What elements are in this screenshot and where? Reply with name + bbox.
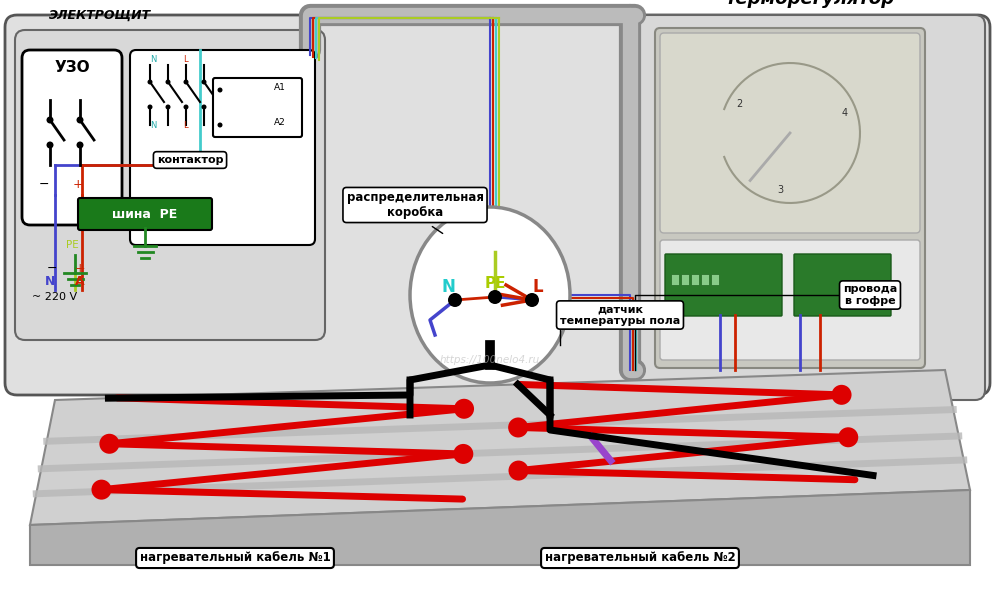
Text: контактор: контактор — [157, 155, 223, 165]
Circle shape — [454, 399, 474, 419]
Text: A: A — [75, 275, 85, 288]
Text: PE: PE — [484, 275, 506, 290]
Text: N: N — [45, 275, 55, 288]
FancyBboxPatch shape — [213, 78, 302, 137]
Circle shape — [46, 142, 54, 149]
Text: ЭЛЕКТРОЩИТ: ЭЛЕКТРОЩИТ — [49, 9, 151, 22]
Circle shape — [488, 290, 502, 304]
Text: нагревательный кабель №2: нагревательный кабель №2 — [545, 552, 735, 565]
Circle shape — [509, 461, 529, 481]
FancyBboxPatch shape — [15, 30, 325, 340]
Circle shape — [525, 293, 539, 307]
Text: +: + — [75, 262, 85, 275]
Text: −: − — [47, 262, 57, 275]
Text: нагревательный кабель №1: нагревательный кабель №1 — [140, 552, 330, 565]
Circle shape — [218, 123, 222, 127]
Text: N: N — [150, 55, 156, 64]
Text: L: L — [533, 278, 543, 296]
Circle shape — [166, 105, 170, 109]
FancyBboxPatch shape — [635, 15, 985, 400]
Circle shape — [202, 80, 207, 84]
Text: датчик
температуры пола: датчик температуры пола — [560, 304, 680, 326]
Circle shape — [184, 105, 188, 109]
FancyBboxPatch shape — [22, 50, 122, 225]
FancyBboxPatch shape — [130, 50, 315, 245]
Text: N: N — [150, 121, 156, 130]
Text: ~ 220 V: ~ 220 V — [32, 292, 78, 302]
Circle shape — [448, 293, 462, 307]
FancyBboxPatch shape — [682, 274, 690, 286]
Circle shape — [148, 105, 152, 109]
Text: терморегулятор: терморегулятор — [725, 0, 895, 8]
Circle shape — [184, 80, 188, 84]
FancyBboxPatch shape — [702, 274, 710, 286]
Circle shape — [166, 80, 170, 84]
Text: шина  РЕ: шина РЕ — [112, 208, 178, 221]
FancyBboxPatch shape — [655, 28, 925, 368]
Circle shape — [453, 444, 473, 464]
Circle shape — [218, 87, 222, 92]
Text: УЗО: УЗО — [54, 60, 90, 75]
Text: A1: A1 — [274, 83, 286, 92]
Text: −: − — [39, 178, 49, 191]
Text: +: + — [73, 178, 83, 191]
Ellipse shape — [410, 207, 570, 383]
Polygon shape — [30, 370, 970, 525]
Text: N: N — [441, 278, 455, 296]
FancyBboxPatch shape — [712, 274, 720, 286]
Circle shape — [838, 427, 858, 447]
Text: распределительная
коробка: распределительная коробка — [347, 191, 484, 219]
FancyBboxPatch shape — [692, 274, 700, 286]
Circle shape — [832, 385, 852, 405]
FancyBboxPatch shape — [660, 33, 920, 233]
Text: провода
в гофре: провода в гофре — [843, 284, 897, 306]
FancyBboxPatch shape — [794, 254, 891, 316]
Circle shape — [202, 105, 207, 109]
FancyBboxPatch shape — [5, 15, 990, 395]
Text: 2: 2 — [737, 99, 743, 109]
Text: 3: 3 — [777, 185, 783, 195]
Text: https://100nelo4.ru: https://100nelo4.ru — [440, 355, 540, 365]
Circle shape — [99, 434, 119, 454]
FancyBboxPatch shape — [672, 274, 680, 286]
Text: PE: PE — [66, 240, 78, 250]
Circle shape — [508, 418, 528, 437]
Circle shape — [76, 142, 84, 149]
Circle shape — [148, 80, 152, 84]
Text: 4: 4 — [841, 108, 848, 118]
Circle shape — [76, 117, 84, 124]
Circle shape — [46, 117, 54, 124]
FancyBboxPatch shape — [665, 254, 782, 316]
Text: L: L — [183, 55, 187, 64]
FancyBboxPatch shape — [660, 240, 920, 360]
Text: L: L — [183, 121, 187, 130]
Polygon shape — [30, 490, 970, 565]
Circle shape — [91, 480, 111, 500]
Text: A2: A2 — [274, 118, 286, 127]
FancyBboxPatch shape — [78, 198, 212, 230]
